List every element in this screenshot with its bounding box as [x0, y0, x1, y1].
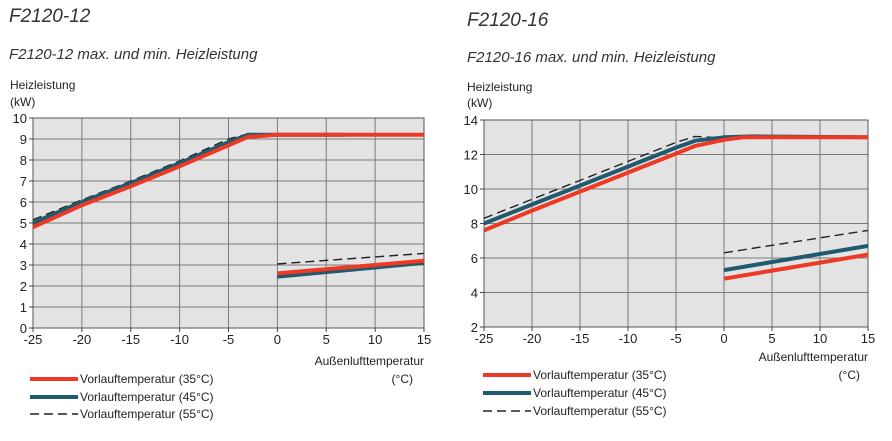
left-legend-label-35: Vorlauftemperatur (35°C) — [80, 372, 214, 386]
right-series-55-min-line — [723, 229, 869, 254]
right-y-axis-label: Heizleistung — [467, 80, 532, 94]
left-series-35-max-line — [32, 132, 424, 230]
right-y-axis-unit: (kW) — [467, 96, 492, 110]
left-x-tick-label: -10 — [170, 332, 189, 347]
right-legend-label-45: Vorlauftemperatur (45°C) — [533, 386, 667, 400]
left-y-tick-label: 3 — [20, 258, 27, 273]
left-x-axis-unit: (°C) — [392, 372, 413, 386]
right-y-tick-label: 12 — [464, 148, 478, 163]
right-series-35-max-line — [483, 135, 868, 233]
left-y-tick-label: 10 — [13, 111, 27, 126]
left-y-axis-unit: (kW) — [10, 95, 35, 109]
left-legend-label-55: Vorlauftemperatur (55°C) — [80, 407, 214, 421]
right-x-tick-label: -20 — [523, 331, 542, 346]
left-series-35-min-line — [277, 258, 425, 276]
right-series-35-min-line — [723, 252, 869, 281]
left-y-tick-label: 7 — [20, 174, 27, 189]
left-y-tick-label: 4 — [20, 237, 27, 252]
right-y-tick-label: 14 — [464, 113, 478, 128]
left-x-tick-label: 0 — [274, 332, 281, 347]
right-series-55-max-line — [483, 135, 869, 219]
right-y-tick-label: 10 — [464, 182, 478, 197]
right-legend-label-35: Vorlauftemperatur (35°C) — [533, 368, 667, 382]
right-y-tick-label: 2 — [471, 320, 478, 335]
left-x-tick-label: 10 — [368, 332, 382, 347]
left-y-tick-label: 1 — [20, 300, 27, 315]
right-x-tick-label: -5 — [670, 331, 682, 346]
left-y-tick-label: 5 — [20, 216, 27, 231]
right-x-axis-label: Außenlufttemperatur — [759, 350, 868, 364]
chart-title-right: F2120-16 max. und min. Heizleistung — [467, 49, 716, 66]
right-x-axis-unit: (°C) — [839, 368, 860, 382]
right-legend-label-55: Vorlauftemperatur (55°C) — [533, 404, 667, 418]
right-x-tick-label: 5 — [768, 331, 775, 346]
left-series-45-min-line — [277, 260, 425, 279]
left-x-tick-label: -5 — [223, 332, 235, 347]
right-x-tick-label: -25 — [475, 331, 494, 346]
panel-title-left: F2120-12 — [9, 6, 91, 27]
right-y-tick-label: 4 — [471, 286, 478, 301]
panel-title-right: F2120-16 — [467, 10, 549, 31]
right-x-tick-label: -15 — [571, 331, 590, 346]
right-x-tick-label: -10 — [619, 331, 638, 346]
left-y-tick-label: 6 — [20, 195, 27, 210]
right-x-tick-label: 0 — [720, 331, 727, 346]
left-x-tick-label: -25 — [24, 332, 43, 347]
left-x-tick-label: -20 — [72, 332, 91, 347]
left-y-tick-label: 2 — [20, 279, 27, 294]
right-y-tick-label: 6 — [471, 251, 478, 266]
chart-title-left: F2120-12 max. und min. Heizleistung — [9, 46, 258, 63]
left-y-tick-label: 0 — [20, 321, 27, 336]
left-y-tick-label: 8 — [20, 153, 27, 168]
left-legend-label-45: Vorlauftemperatur (45°C) — [80, 390, 214, 404]
right-series-45-min-line — [723, 243, 869, 273]
left-x-tick-label: 5 — [323, 332, 330, 347]
left-series-55-min-line — [277, 252, 425, 265]
right-y-tick-label: 8 — [471, 217, 478, 232]
left-y-tick-label: 9 — [20, 132, 27, 147]
right-x-tick-label: 15 — [861, 331, 875, 346]
left-x-axis-label: Außenlufttemperatur — [315, 354, 424, 368]
right-x-tick-label: 10 — [813, 331, 827, 346]
left-x-tick-label: 15 — [417, 332, 431, 347]
left-x-tick-label: -15 — [121, 332, 140, 347]
left-y-axis-label: Heizleistung — [10, 78, 75, 92]
